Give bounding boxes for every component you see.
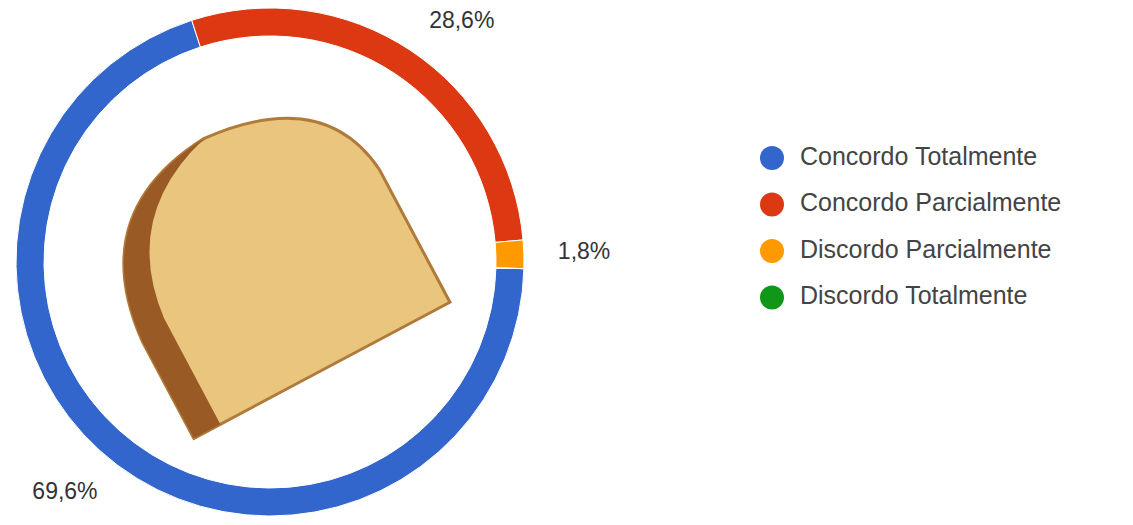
legend-item: Discordo Parcialmente [760, 235, 1052, 263]
legend: Concordo Totalmente Concordo Parcialmente… [760, 142, 1061, 310]
decoration [72, 138, 327, 438]
legend-swatch [760, 286, 784, 310]
plot: 69,6% 28,6% 1,8% [16, 7, 610, 516]
legend-item: Discordo Totalmente [760, 281, 1027, 309]
legend-item: Concordo Parcialmente [760, 188, 1061, 216]
legend-swatch [760, 239, 784, 263]
legend-label: Discordo Totalmente [800, 281, 1027, 309]
data-label: 69,6% [32, 478, 97, 504]
legend-label: Concordo Parcialmente [800, 188, 1061, 216]
slice [496, 267, 524, 269]
legend-label: Concordo Totalmente [800, 142, 1037, 170]
legend-swatch [760, 146, 784, 170]
slices [16, 8, 524, 516]
legend-label: Discordo Parcialmente [800, 235, 1052, 263]
legend-swatch [760, 193, 784, 217]
panettone-illustration [72, 73, 450, 439]
slice [495, 240, 524, 269]
slice [192, 8, 523, 242]
data-label: 1,8% [558, 238, 610, 264]
data-label: 28,6% [429, 7, 494, 33]
decoration [72, 73, 450, 439]
legend-item: Concordo Totalmente [760, 142, 1037, 170]
chart: 69,6%28,6%1,8%Concordo TotalmenteConcord… [0, 0, 1133, 525]
